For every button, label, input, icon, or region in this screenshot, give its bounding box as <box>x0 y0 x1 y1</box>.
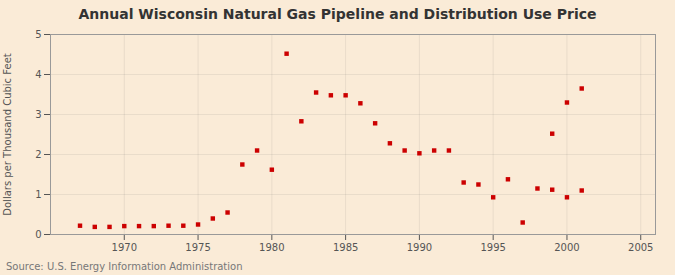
svg-text:1985: 1985 <box>333 242 358 253</box>
svg-text:2: 2 <box>35 149 41 160</box>
svg-text:5: 5 <box>35 29 41 40</box>
svg-text:1990: 1990 <box>407 242 432 253</box>
svg-text:1995: 1995 <box>480 242 505 253</box>
svg-text:4: 4 <box>35 69 41 80</box>
svg-text:1980: 1980 <box>259 242 284 253</box>
svg-text:0: 0 <box>35 229 41 240</box>
svg-text:2005: 2005 <box>628 242 653 253</box>
svg-text:1: 1 <box>35 189 41 200</box>
svg-text:2000: 2000 <box>554 242 579 253</box>
svg-text:1970: 1970 <box>112 242 137 253</box>
html-text:Source: U.S. Energy Informatio: Source: U.S. Energy Information Administ… <box>6 261 243 272</box>
html-text:Annual Wisconsin Natural Gas P: Annual Wisconsin Natural Gas Pipeline an… <box>78 6 597 22</box>
svg-text:Dollars per Thousand Cubic Fee: Dollars per Thousand Cubic Feet <box>2 53 13 216</box>
svg-text:1975: 1975 <box>185 242 210 253</box>
svg-text:3: 3 <box>35 109 41 120</box>
